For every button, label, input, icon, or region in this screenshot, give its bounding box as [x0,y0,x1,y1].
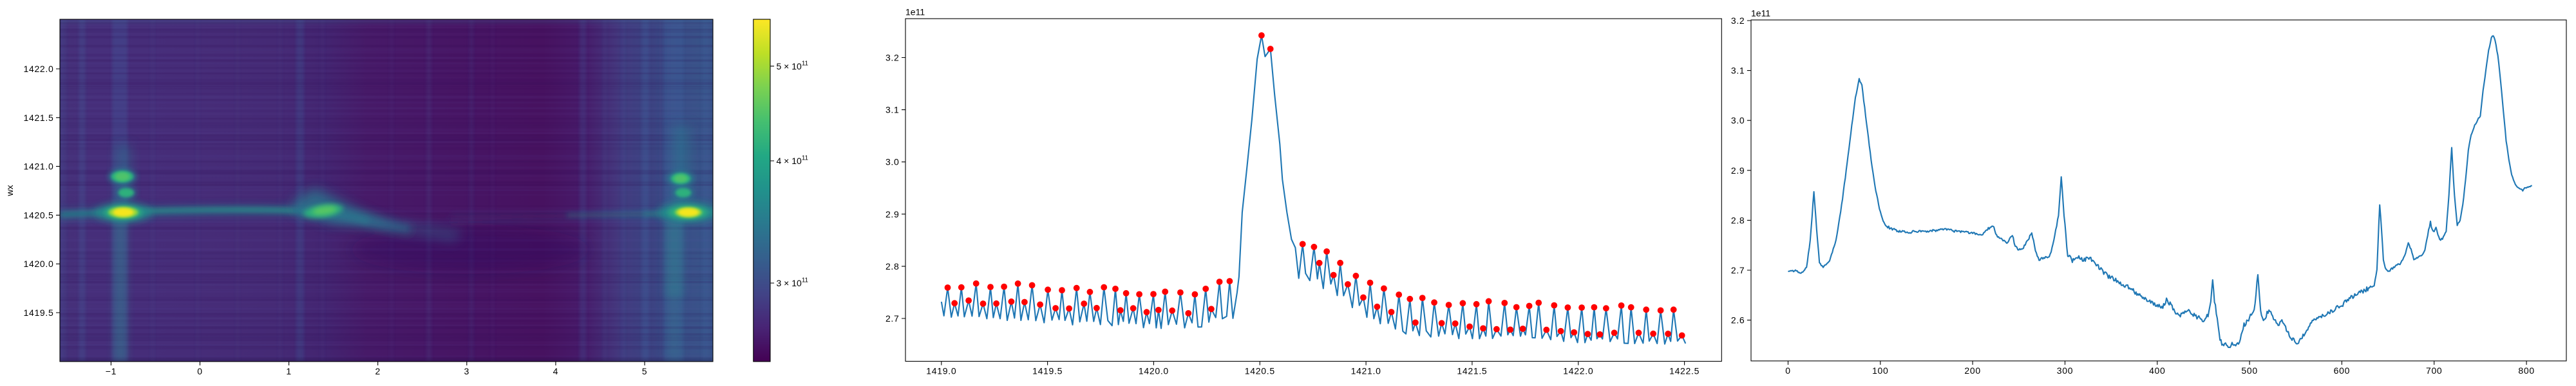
svg-text:1420.0: 1420.0 [1139,365,1169,376]
svg-text:0: 0 [1785,365,1791,376]
svg-text:1419.5: 1419.5 [23,308,53,318]
svg-text:1e11: 1e11 [905,7,925,17]
svg-text:700: 700 [2426,365,2442,376]
svg-text:1421.5: 1421.5 [23,113,53,123]
svg-text:2.9: 2.9 [886,209,900,219]
svg-text:1420.5: 1420.5 [23,210,53,220]
svg-text:2.8: 2.8 [1731,215,1745,225]
svg-text:1419.0: 1419.0 [926,365,956,376]
svg-text:1420.5: 1420.5 [1245,365,1275,376]
svg-text:1421.0: 1421.0 [23,161,53,172]
svg-text:5: 5 [642,366,648,376]
svg-text:3.2: 3.2 [1731,15,1745,26]
svg-text:1421.5: 1421.5 [1457,365,1487,376]
svg-text:400: 400 [2149,365,2165,376]
svg-text:3.0: 3.0 [886,157,900,167]
svg-text:1e11: 1e11 [1751,8,1770,19]
svg-text:2.8: 2.8 [886,261,900,271]
svg-text:0: 0 [197,366,203,376]
svg-text:1422.5: 1422.5 [1669,365,1700,376]
svg-text:3: 3 [464,366,470,376]
svg-text:1420.0: 1420.0 [23,259,53,269]
svg-text:5 × 1011: 5 × 1011 [777,60,809,71]
svg-text:−1: −1 [106,366,117,376]
svg-text:3.2: 3.2 [886,53,900,63]
svg-text:2.6: 2.6 [1731,315,1745,326]
svg-text:2: 2 [375,366,381,376]
svg-text:1: 1 [286,366,292,376]
svg-text:1421.0: 1421.0 [1351,365,1381,376]
svg-text:1419.5: 1419.5 [1032,365,1063,376]
svg-text:1422.0: 1422.0 [23,64,53,74]
svg-text:2.7: 2.7 [1731,265,1745,275]
svg-text:100: 100 [1872,365,1888,376]
svg-text:3.1: 3.1 [1731,66,1745,76]
svg-text:2.7: 2.7 [886,313,900,324]
svg-text:3.1: 3.1 [886,105,900,115]
svg-text:1422.0: 1422.0 [1563,365,1593,376]
svg-text:800: 800 [2518,365,2534,376]
svg-text:3 × 1011: 3 × 1011 [777,277,809,289]
svg-text:500: 500 [2241,365,2257,376]
svg-text:3.0: 3.0 [1731,115,1745,125]
svg-text:300: 300 [2057,365,2073,376]
svg-text:200: 200 [1964,365,1980,376]
svg-text:600: 600 [2334,365,2350,376]
svg-text:2.9: 2.9 [1731,165,1745,176]
svg-text:4 × 1011: 4 × 1011 [777,155,809,167]
svg-text:wx: wx [5,185,15,196]
svg-text:4: 4 [553,366,559,376]
